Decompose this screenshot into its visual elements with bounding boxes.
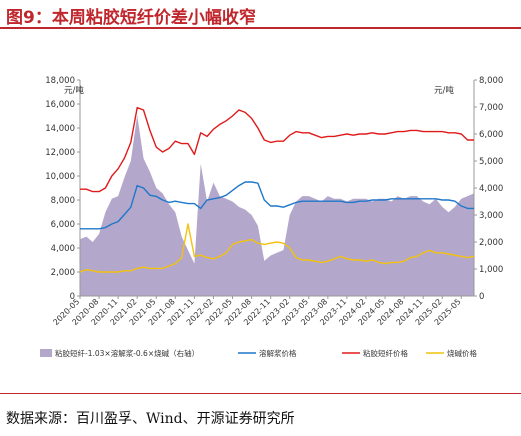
y-left-tick-label: 12,000 (45, 148, 75, 158)
spread-area-layer (80, 115, 474, 296)
chart-title: 图9：本周粘胶短纤价差小幅收窄 (6, 8, 256, 28)
y-right-tick-label: 1,000 (479, 265, 503, 275)
y-left-tick-label: 16,000 (45, 100, 75, 110)
y-left-tick-label: 10,000 (45, 172, 75, 182)
title-rule (0, 27, 521, 29)
y-right-tick-label: 0 (479, 292, 484, 302)
series-line-caustic-soda (79, 223, 475, 273)
y-right-tick-label: 7,000 (479, 103, 503, 113)
chart-svg: 0 2,000 4,000 6,000 8,000 10,000 12,000 14,000 1… (40, 76, 503, 358)
y-right-tick-label: 5,000 (479, 157, 503, 167)
legend: 粘胶短纤-1.03×溶解浆-0.6×烧碱（右轴） 溶解浆价格 粘胶短纤价格 烧碱价格 (40, 348, 477, 358)
source-note: 数据来源：百川盈孚、Wind、开源证券研究所 (6, 411, 295, 427)
legend-swatch-area (40, 349, 52, 357)
price-lines-layer (79, 106, 475, 273)
legend-label: 粘胶短纤-1.03×溶解浆-0.6×烧碱（右轴） (55, 348, 199, 358)
legend-label: 烧碱价格 (447, 348, 477, 358)
y-left-tick-label: 2,000 (51, 268, 75, 278)
y-right-tick-label: 3,000 (479, 211, 503, 221)
y-left-tick-label: 4,000 (51, 244, 75, 254)
y-right-tick-label: 6,000 (479, 130, 503, 140)
series-line-pulp (80, 181, 474, 230)
y-right-tick-label: 4,000 (479, 184, 503, 194)
y-left-tick-label: 0 (70, 292, 75, 302)
legend-label: 粘胶短纤价格 (363, 348, 408, 358)
y-left-tick-label: 14,000 (45, 124, 75, 134)
y-left-tick-label: 8,000 (51, 196, 75, 206)
y-left-tick-label: 6,000 (51, 220, 75, 230)
y-right-tick-label: 2,000 (479, 238, 503, 248)
y-right-tick-label: 8,000 (479, 76, 503, 86)
y-left-tick-label: 18,000 (45, 76, 75, 86)
series-area-spread (80, 115, 474, 296)
left-unit-label: 元/吨 (64, 85, 84, 96)
source-rule (0, 393, 521, 394)
right-unit-label: 元/吨 (434, 85, 454, 96)
legend-label: 溶解浆价格 (259, 348, 297, 358)
series-line-viscose (80, 106, 474, 193)
